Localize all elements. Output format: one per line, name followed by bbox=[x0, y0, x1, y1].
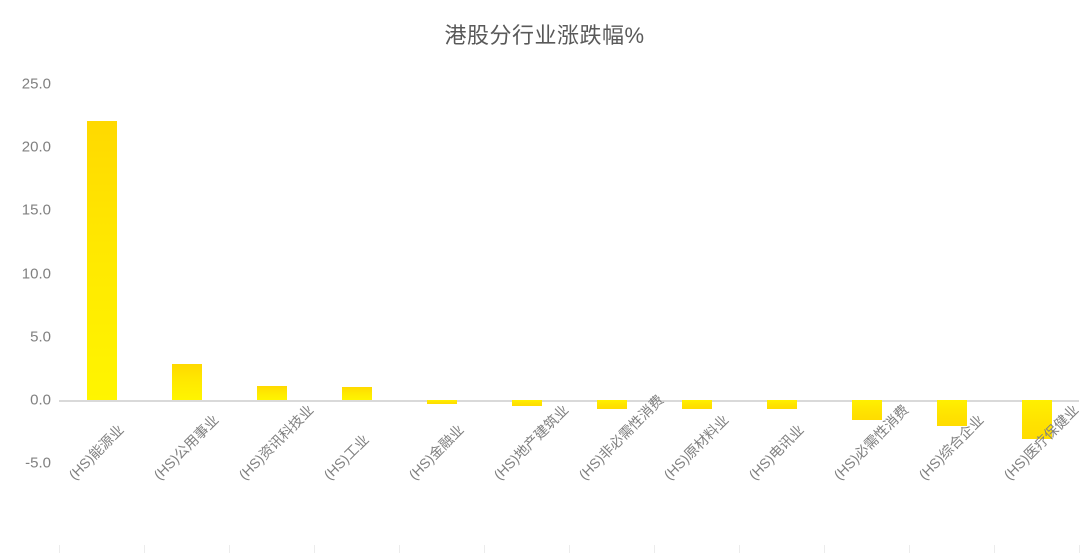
bottom-tick bbox=[569, 545, 570, 553]
bottom-tick bbox=[399, 545, 400, 553]
bottom-tick bbox=[144, 545, 145, 553]
bottom-tick bbox=[484, 545, 485, 553]
bar[interactable] bbox=[936, 399, 967, 427]
chart-title: 港股分行业涨跌幅% bbox=[444, 23, 645, 48]
y-axis-tick-label: 0.0 bbox=[30, 391, 51, 409]
plot-area: 25.0 20.0 15.0 10.0 5.0 0.0 -5.0 bbox=[22, 76, 1079, 472]
bottom-axis-ticks bbox=[0, 545, 1089, 553]
bar[interactable] bbox=[341, 387, 372, 400]
bar[interactable] bbox=[851, 399, 882, 421]
bar[interactable] bbox=[1021, 399, 1052, 439]
y-axis-tick-label: 10.0 bbox=[21, 265, 51, 282]
y-axis-tick-label: 25.0 bbox=[21, 75, 51, 93]
y-axis-tick-label: 15.0 bbox=[21, 201, 51, 219]
bottom-tick bbox=[229, 545, 230, 553]
bottom-tick bbox=[1079, 545, 1080, 553]
bar[interactable] bbox=[171, 364, 202, 400]
bottom-tick bbox=[59, 545, 60, 553]
bar[interactable] bbox=[256, 385, 287, 400]
bottom-tick bbox=[994, 545, 995, 553]
bar[interactable] bbox=[511, 399, 542, 407]
bottom-tick bbox=[909, 545, 910, 553]
zero-baseline bbox=[59, 399, 1079, 402]
bar[interactable] bbox=[86, 120, 117, 400]
bottom-tick bbox=[824, 545, 825, 553]
bar[interactable] bbox=[426, 399, 457, 404]
y-axis-tick-label: 20.0 bbox=[21, 138, 51, 156]
bottom-tick bbox=[314, 545, 315, 553]
y-axis-tick-label: -5.0 bbox=[25, 454, 51, 472]
bottom-tick bbox=[739, 545, 740, 553]
bar[interactable] bbox=[681, 399, 712, 409]
bar[interactable] bbox=[596, 399, 627, 409]
bottom-tick bbox=[654, 545, 655, 553]
y-axis-tick-label: 5.0 bbox=[30, 328, 51, 346]
bar[interactable] bbox=[766, 399, 797, 409]
